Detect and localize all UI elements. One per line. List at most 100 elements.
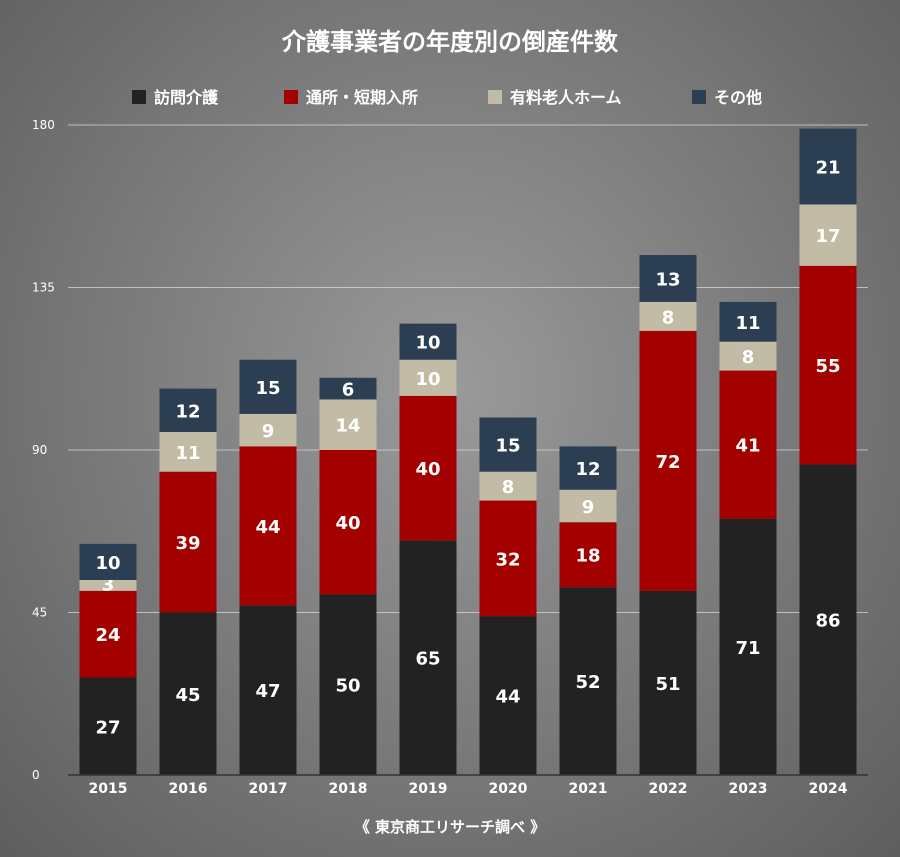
data-label-2015-1: 27 [95, 717, 120, 738]
y-tick-label-90: 90 [32, 443, 47, 457]
data-label-2022-4: 13 [655, 269, 680, 290]
x-tick-label-2020: 2020 [489, 781, 528, 797]
legend-label-1: 訪問介護 [154, 88, 219, 107]
bar-2022-3 [639, 301, 697, 331]
data-label-2018-4: 6 [342, 380, 355, 401]
data-label-2016-2: 39 [175, 533, 200, 554]
chart-title: 介護事業者の年度別の倒産件数 [281, 28, 619, 56]
data-label-2019-3: 10 [415, 369, 440, 390]
bar-2020-3 [479, 471, 537, 501]
data-label-2019-1: 65 [415, 649, 440, 670]
data-label-2017-2: 44 [255, 517, 280, 538]
y-tick-label-180: 180 [32, 118, 55, 132]
y-tick-label-0: 0 [32, 768, 40, 782]
x-tick-label-2015: 2015 [89, 781, 128, 797]
x-tick-label-2024: 2024 [809, 781, 848, 797]
data-label-2017-4: 15 [255, 378, 280, 399]
data-label-2018-3: 14 [335, 416, 360, 437]
bar-2018-4 [319, 377, 377, 400]
bar-2024-2 [799, 265, 857, 465]
data-label-2022-2: 72 [655, 452, 680, 473]
bar-2023-2 [719, 370, 777, 519]
data-label-2020-3: 8 [502, 477, 515, 498]
bar-2021-4 [559, 446, 617, 490]
bar-2024-4 [799, 128, 857, 205]
x-tick-label-2021: 2021 [569, 781, 608, 797]
x-tick-label-2017: 2017 [249, 781, 288, 797]
bar-2021-3 [559, 489, 617, 523]
bars: 2724310453911124744915504014665401010443… [79, 128, 857, 775]
bar-2023-1 [719, 518, 777, 775]
bar-2019-4 [399, 323, 457, 360]
data-label-2020-4: 15 [495, 436, 520, 457]
data-label-2017-1: 47 [255, 681, 280, 702]
bar-2021-2 [559, 522, 617, 588]
bar-2017-2 [239, 446, 297, 606]
bar-2022-1 [639, 590, 697, 775]
data-label-2024-1: 86 [815, 611, 840, 632]
bar-2017-3 [239, 413, 297, 447]
x-tick-label-2023: 2023 [729, 781, 768, 797]
bar-2024-1 [799, 464, 857, 775]
legend-swatch-3 [488, 90, 502, 104]
data-label-2019-4: 10 [415, 333, 440, 354]
legend: 訪問介護 通所・短期入所 有料老人ホーム その他 [132, 88, 762, 107]
y-tick-label-135: 135 [32, 281, 55, 295]
bar-2018-3 [319, 399, 377, 450]
y-tick-label-45: 45 [32, 606, 47, 620]
data-label-2021-3: 9 [582, 497, 595, 518]
bar-2024-3 [799, 204, 857, 266]
bar-2015-2 [79, 590, 137, 678]
data-label-2017-3: 9 [262, 421, 275, 442]
x-axis-ticks: 2015 2016 2017 2018 2019 2020 2021 2022 2023 2024 [89, 781, 848, 797]
bar-2018-1 [319, 594, 377, 775]
bar-2023-4 [719, 301, 777, 342]
x-tick-label-2016: 2016 [169, 781, 208, 797]
bar-2020-1 [479, 616, 537, 775]
bar-2017-1 [239, 605, 297, 775]
legend-swatch-1 [132, 90, 146, 104]
data-label-2024-3: 17 [815, 226, 840, 247]
data-label-2023-3: 8 [742, 347, 755, 368]
bar-2017-4 [239, 359, 297, 414]
legend-swatch-4 [692, 90, 706, 104]
data-label-2021-4: 12 [575, 459, 600, 480]
bar-2023-3 [719, 341, 777, 371]
bar-2016-3 [159, 431, 217, 472]
data-label-2019-2: 40 [415, 459, 440, 480]
bar-2020-2 [479, 500, 537, 617]
bar-2018-2 [319, 450, 377, 595]
bar-2015-1 [79, 677, 137, 775]
bar-2016-4 [159, 388, 217, 432]
legend-swatch-2 [284, 90, 298, 104]
bar-2019-1 [399, 540, 457, 775]
bar-2019-3 [399, 359, 457, 396]
data-label-2018-2: 40 [335, 513, 360, 534]
data-label-2024-4: 21 [815, 158, 840, 179]
data-label-2021-1: 52 [575, 672, 600, 693]
bar-2015-3 [79, 580, 137, 591]
legend-label-4: その他 [714, 88, 762, 107]
legend-label-2: 通所・短期入所 [306, 88, 418, 107]
x-tick-label-2022: 2022 [649, 781, 688, 797]
data-label-2016-4: 12 [175, 401, 200, 422]
bar-2016-1 [159, 612, 217, 775]
data-label-2016-3: 11 [175, 443, 200, 464]
data-label-2022-3: 8 [662, 307, 675, 328]
data-label-2015-2: 24 [95, 625, 120, 646]
bar-2022-4 [639, 255, 697, 302]
source-note: 《 東京商工リサーチ調べ 》 [355, 818, 545, 836]
data-label-2016-1: 45 [175, 685, 200, 706]
data-label-2023-4: 11 [735, 313, 760, 334]
data-label-2021-2: 18 [575, 546, 600, 567]
data-label-2023-1: 71 [735, 638, 760, 659]
data-label-2023-2: 41 [735, 436, 760, 457]
y-axis-ticks: 0 45 90 135 180 [32, 118, 55, 782]
bar-2020-4 [479, 417, 537, 472]
bar-2021-1 [559, 587, 617, 775]
bar-2019-2 [399, 395, 457, 541]
data-label-2022-1: 51 [655, 674, 680, 695]
x-tick-label-2018: 2018 [329, 781, 368, 797]
data-label-2020-2: 32 [495, 549, 520, 570]
